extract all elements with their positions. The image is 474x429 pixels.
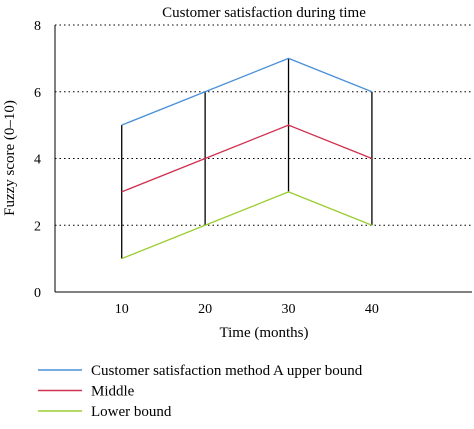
series-lines <box>121 57 373 260</box>
legend-label-2: Lower bound <box>91 404 172 420</box>
y-tick-label: 8 <box>34 19 41 34</box>
y-tick-label: 2 <box>34 219 41 234</box>
y-tick-label: 6 <box>34 86 41 101</box>
legend: Customer satisfaction method A upper bou… <box>38 363 363 420</box>
x-tick-label: 30 <box>282 302 296 317</box>
x-tick-label: 10 <box>115 302 129 317</box>
x-axis-label: Time (months) <box>219 325 308 341</box>
legend-label-1: Middle <box>91 384 135 400</box>
y-tick-label: 4 <box>34 153 41 168</box>
y-axis-label: Fuzzy score (0–10) <box>2 100 18 216</box>
x-tick-label: 20 <box>198 302 212 317</box>
tick-labels: 0 2 4 6 8 10 20 30 40 <box>34 19 379 317</box>
series-line-1 <box>121 124 373 193</box>
x-tick-label: 40 <box>365 302 379 317</box>
legend-label-0: Customer satisfaction method A upper bou… <box>91 363 363 379</box>
series-line-0 <box>121 57 373 126</box>
axes <box>54 25 472 293</box>
grid-lines <box>55 24 472 226</box>
chart-title: Customer satisfaction during time <box>162 5 366 21</box>
y-tick-label: 0 <box>34 286 41 301</box>
series-line-2 <box>121 191 373 260</box>
